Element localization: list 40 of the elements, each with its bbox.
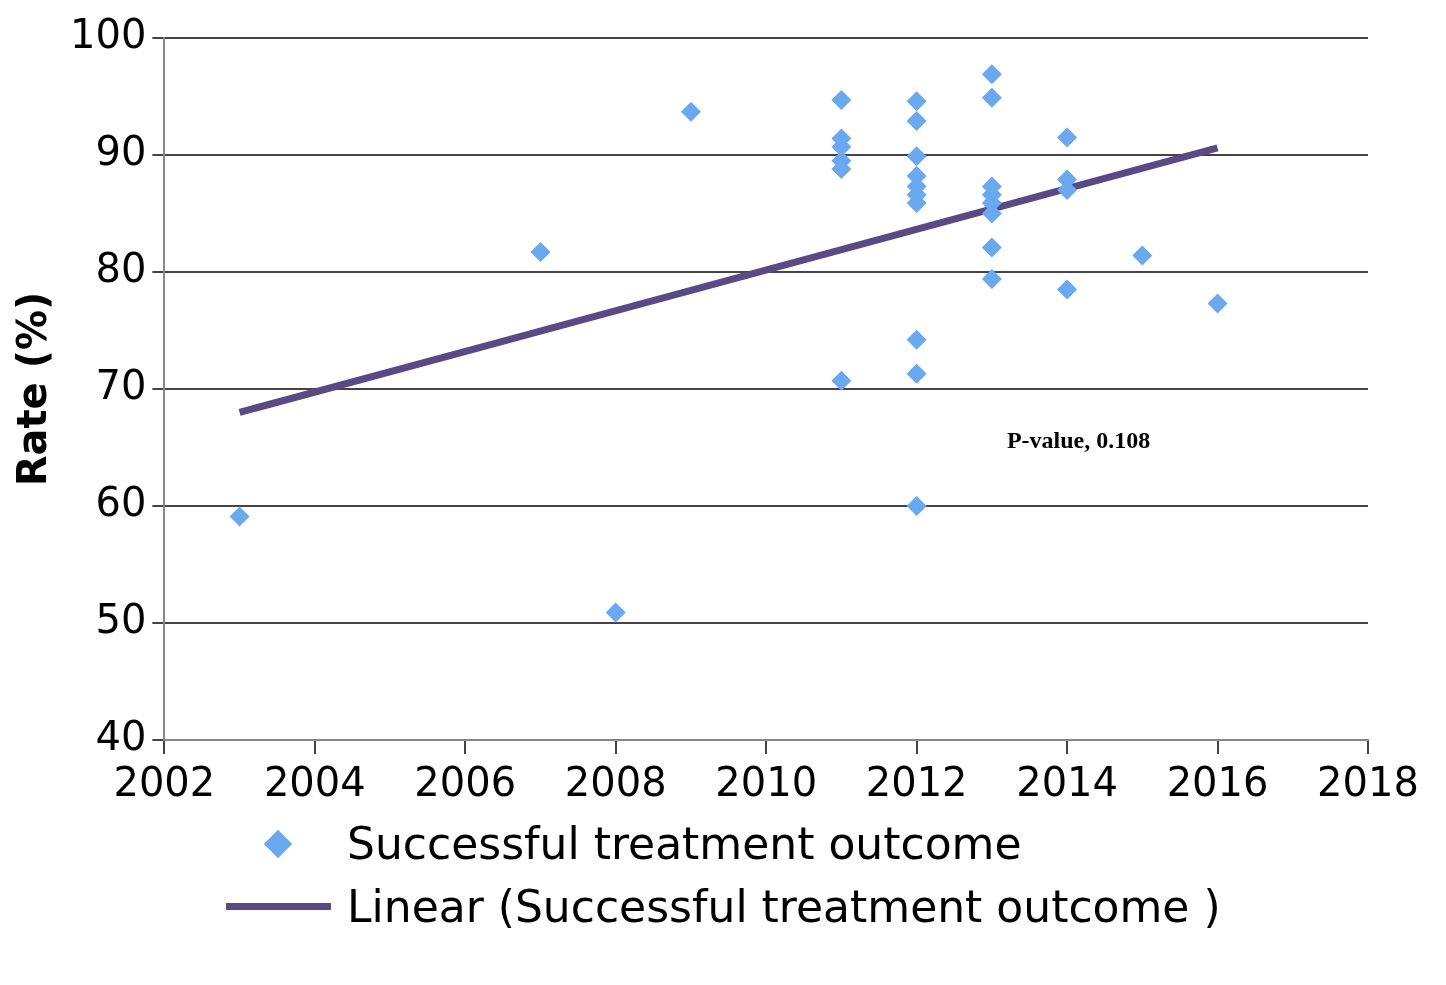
y-tick-label: 100 (69, 11, 147, 58)
annotation: P-value, 0.108 (1006, 426, 1151, 453)
point (981, 237, 1002, 258)
point (906, 363, 927, 384)
point (1132, 245, 1153, 266)
point (680, 101, 701, 122)
point (229, 506, 250, 527)
x-tick-label: 2012 (865, 759, 968, 806)
point (906, 91, 927, 112)
x-tick-label: 2008 (564, 759, 667, 806)
y-tick-label: 50 (95, 596, 147, 643)
y-tick-label: 80 (95, 245, 147, 292)
x-tick-label: 2010 (715, 759, 818, 806)
x-tick-label: 2006 (414, 759, 517, 806)
x-tick-label: 2014 (1016, 759, 1118, 806)
point (1207, 293, 1228, 314)
point (831, 370, 852, 391)
point (1057, 279, 1078, 300)
point (981, 87, 1002, 108)
point (605, 602, 626, 623)
y-tick-label: 40 (95, 713, 147, 760)
point (981, 269, 1002, 290)
x-tick-label: 2016 (1166, 759, 1269, 806)
x-tick-label: 2018 (1317, 759, 1419, 806)
y-tick-label: 60 (95, 479, 147, 526)
x-tick-label: 2002 (113, 759, 216, 806)
y-tick-label: 70 (95, 362, 147, 409)
point (906, 329, 927, 350)
y-axis-title: Rate (%) (9, 291, 56, 487)
point (530, 242, 551, 263)
point (1057, 127, 1078, 148)
legend-label: Linear (Successful treatment outcome ) (347, 881, 1221, 932)
legend-label: Successful treatment outcome (347, 818, 1022, 869)
point (906, 496, 927, 516)
point (906, 111, 927, 132)
point (981, 64, 1002, 85)
y-tick-label: 90 (95, 128, 147, 175)
point (906, 146, 927, 167)
point (831, 90, 852, 111)
x-tick-label: 2004 (263, 759, 366, 806)
